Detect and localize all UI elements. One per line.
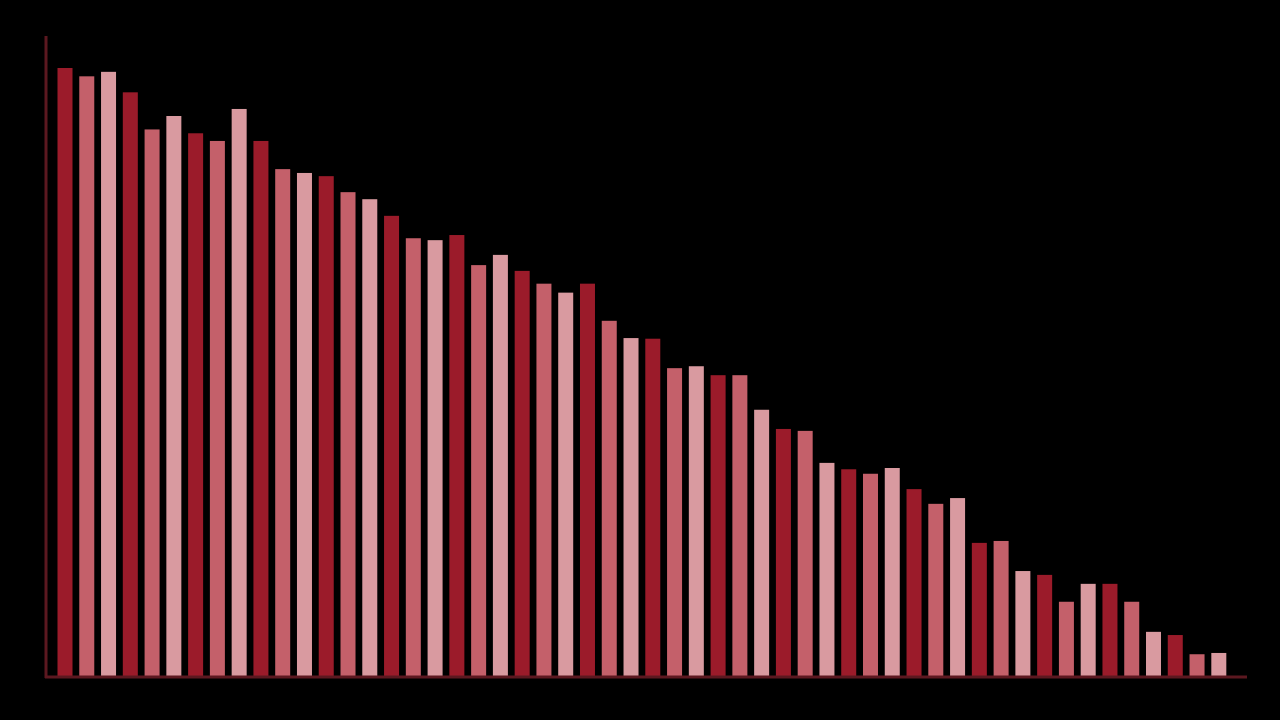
- bar-15: [362, 199, 378, 676]
- bar-11: [275, 169, 291, 676]
- bar-51: [1146, 631, 1161, 676]
- bar-20: [471, 265, 487, 676]
- bar-22: [514, 270, 530, 676]
- bar-40: [906, 489, 922, 676]
- bar-8: [209, 140, 225, 676]
- bar-31: [710, 375, 726, 676]
- bars-group: [57, 68, 1227, 677]
- bar-27: [623, 338, 639, 676]
- bar-29: [667, 368, 683, 676]
- bar-21: [492, 254, 508, 676]
- bar-50: [1124, 601, 1140, 676]
- bar-16: [384, 215, 400, 676]
- bar-37: [841, 469, 857, 676]
- bar-52: [1167, 635, 1183, 676]
- bar-2: [79, 76, 95, 676]
- bar-6: [166, 116, 182, 676]
- bar-14: [340, 192, 356, 676]
- bar-48: [1080, 583, 1096, 676]
- bar-53: [1189, 654, 1205, 676]
- bar-45: [1015, 571, 1031, 676]
- bar-23: [536, 283, 552, 676]
- bar-4: [122, 92, 138, 676]
- bar-12: [296, 172, 312, 676]
- bar-36: [819, 462, 835, 676]
- bar-47: [1058, 601, 1074, 676]
- bar-7: [188, 133, 204, 676]
- bar-10: [253, 140, 269, 676]
- bar-25: [579, 283, 595, 676]
- bar-19: [449, 235, 465, 677]
- bar-38: [862, 473, 878, 676]
- bar-26: [601, 320, 617, 676]
- bar-34: [775, 428, 791, 676]
- bar-46: [1037, 574, 1053, 676]
- bar-24: [558, 292, 574, 676]
- bar-54: [1211, 652, 1227, 676]
- bar-13: [318, 176, 334, 676]
- bar-43: [971, 542, 987, 676]
- bar-44: [993, 540, 1009, 676]
- bar-30: [688, 366, 704, 676]
- bar-1: [57, 68, 73, 676]
- bar-32: [732, 375, 748, 676]
- bar-3: [101, 71, 117, 677]
- bar-28: [645, 338, 661, 676]
- bar-35: [797, 430, 813, 676]
- bar-39: [884, 468, 900, 676]
- bar-18: [427, 240, 443, 676]
- bar-49: [1102, 583, 1118, 676]
- bar-41: [928, 503, 944, 676]
- bar-42: [950, 498, 966, 676]
- bar-5: [144, 129, 160, 676]
- bar-17: [405, 238, 421, 677]
- bar-33: [754, 409, 770, 676]
- bar-9: [231, 108, 247, 676]
